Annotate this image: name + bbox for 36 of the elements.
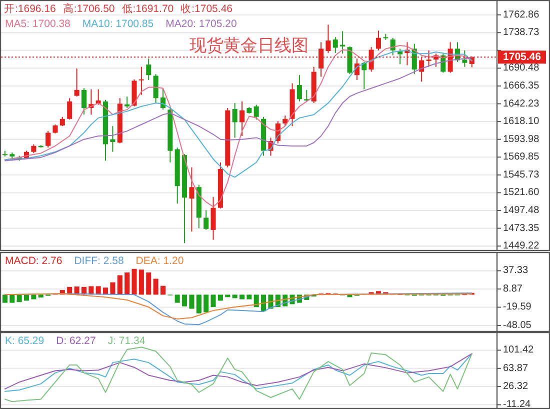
y-tick-label: 1497.48 xyxy=(503,204,540,216)
annotation: 开:1696.16 xyxy=(4,3,56,15)
y-tick-label: 1666.35 xyxy=(503,80,540,92)
annotation: 高:1706.50 xyxy=(62,2,115,15)
text: D: 62.27 xyxy=(56,335,96,347)
text: MA10: 1700.85 xyxy=(82,18,154,30)
y-tick-label: 1545.73 xyxy=(503,169,540,180)
y-tick-label: 1690.48 xyxy=(503,62,540,74)
y-tick-label: 1521.60 xyxy=(503,187,540,198)
y-tick-label: -11.24 xyxy=(503,399,532,409)
y-tick-label: 1473.35 xyxy=(503,222,540,234)
annotation: 收:1705.46 xyxy=(180,3,233,15)
y-tick-label: 63.87 xyxy=(503,362,528,374)
y-tick-label: 26.32 xyxy=(503,381,528,392)
text: K: 65.29 xyxy=(5,335,44,347)
y-tick-label: 1618.10 xyxy=(503,116,540,128)
text: MA20: 1705.20 xyxy=(166,18,237,30)
y-tick-label: 101.42 xyxy=(503,344,534,356)
text: DEA: 1.20 xyxy=(136,255,184,267)
ref-line-label: 1705.46 xyxy=(503,51,542,64)
series-label: MACD: 2.76 xyxy=(5,255,62,267)
y-tick-label: 1449.22 xyxy=(503,240,540,252)
y-tick-label: 1569.85 xyxy=(503,152,540,163)
y-tick-label: -19.59 xyxy=(503,302,532,313)
y-tick-label: 8.87 xyxy=(503,283,523,294)
annotation: 低:1691.70 xyxy=(122,3,174,15)
text: DIFF: 2.58 xyxy=(74,255,124,267)
y-tick-label: 1593.98 xyxy=(503,134,540,145)
y-tick-label: 1738.73 xyxy=(503,27,540,38)
text: MA5: 1700.38 xyxy=(5,18,71,30)
series-label: J: 71.34 xyxy=(108,335,146,347)
y-tick-label: 1642.23 xyxy=(503,98,540,110)
y-tick-label: 37.33 xyxy=(503,265,528,276)
text: 现货黄金日线图 xyxy=(190,36,308,55)
y-tick-label: -48.05 xyxy=(503,320,532,331)
y-tick-label: 1762.86 xyxy=(503,9,540,20)
